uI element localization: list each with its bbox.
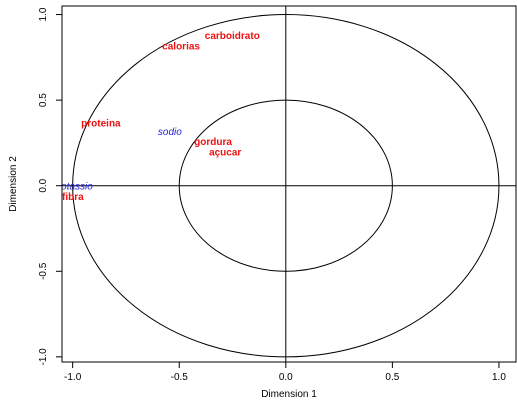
x-tick-label: 0.5	[385, 372, 399, 383]
variable-label-açucar: açucar	[209, 147, 241, 158]
y-axis-title: Dimension 2	[8, 156, 19, 212]
variable-label-gordura: gordura	[194, 137, 232, 148]
x-tick-label: 0.0	[279, 372, 293, 383]
variable-label-carboidrato: carboidrato	[205, 31, 260, 42]
variable-label-fibra: fibra	[62, 192, 84, 203]
x-tick-label: -1.0	[64, 372, 82, 383]
variable-label-sodio: sodio	[158, 127, 182, 138]
y-tick-label: 0.0	[38, 178, 49, 192]
x-tick-label: -0.5	[171, 372, 189, 383]
x-tick-label: 1.0	[492, 372, 506, 383]
plot-frame	[61, 5, 517, 363]
y-tick-label: -1.0	[38, 348, 49, 366]
variable-label-calorias: calorias	[162, 41, 200, 52]
y-tick-label: 1.0	[38, 7, 49, 21]
variable-label-potassio: potassio	[55, 182, 94, 193]
y-tick-label: 0.5	[38, 93, 49, 107]
variable-label-proteina: proteina	[81, 118, 121, 129]
y-tick-label: -0.5	[38, 262, 49, 280]
x-axis-title: Dimension 1	[261, 389, 317, 400]
